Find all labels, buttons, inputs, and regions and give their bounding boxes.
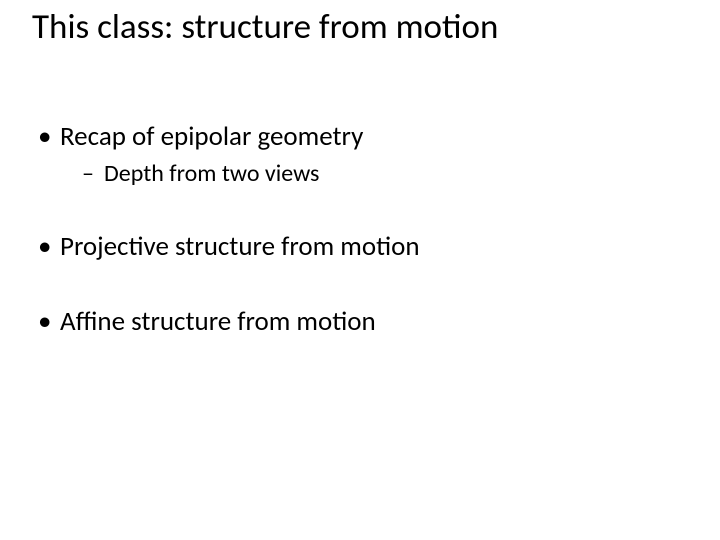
spacer xyxy=(38,269,678,305)
bullet-l1: Affine structure from motion xyxy=(38,305,678,338)
slide-title: This class: structure from motion xyxy=(32,6,498,48)
slide: This class: structure from motion Recap … xyxy=(0,0,720,540)
bullet-l1: Recap of epipolar geometry xyxy=(38,120,678,153)
bullet-l2: Depth from two views xyxy=(38,159,678,188)
bullet-l1: Projective structure from motion xyxy=(38,230,678,263)
slide-body: Recap of epipolar geometry Depth from tw… xyxy=(38,120,678,344)
spacer xyxy=(38,194,678,230)
